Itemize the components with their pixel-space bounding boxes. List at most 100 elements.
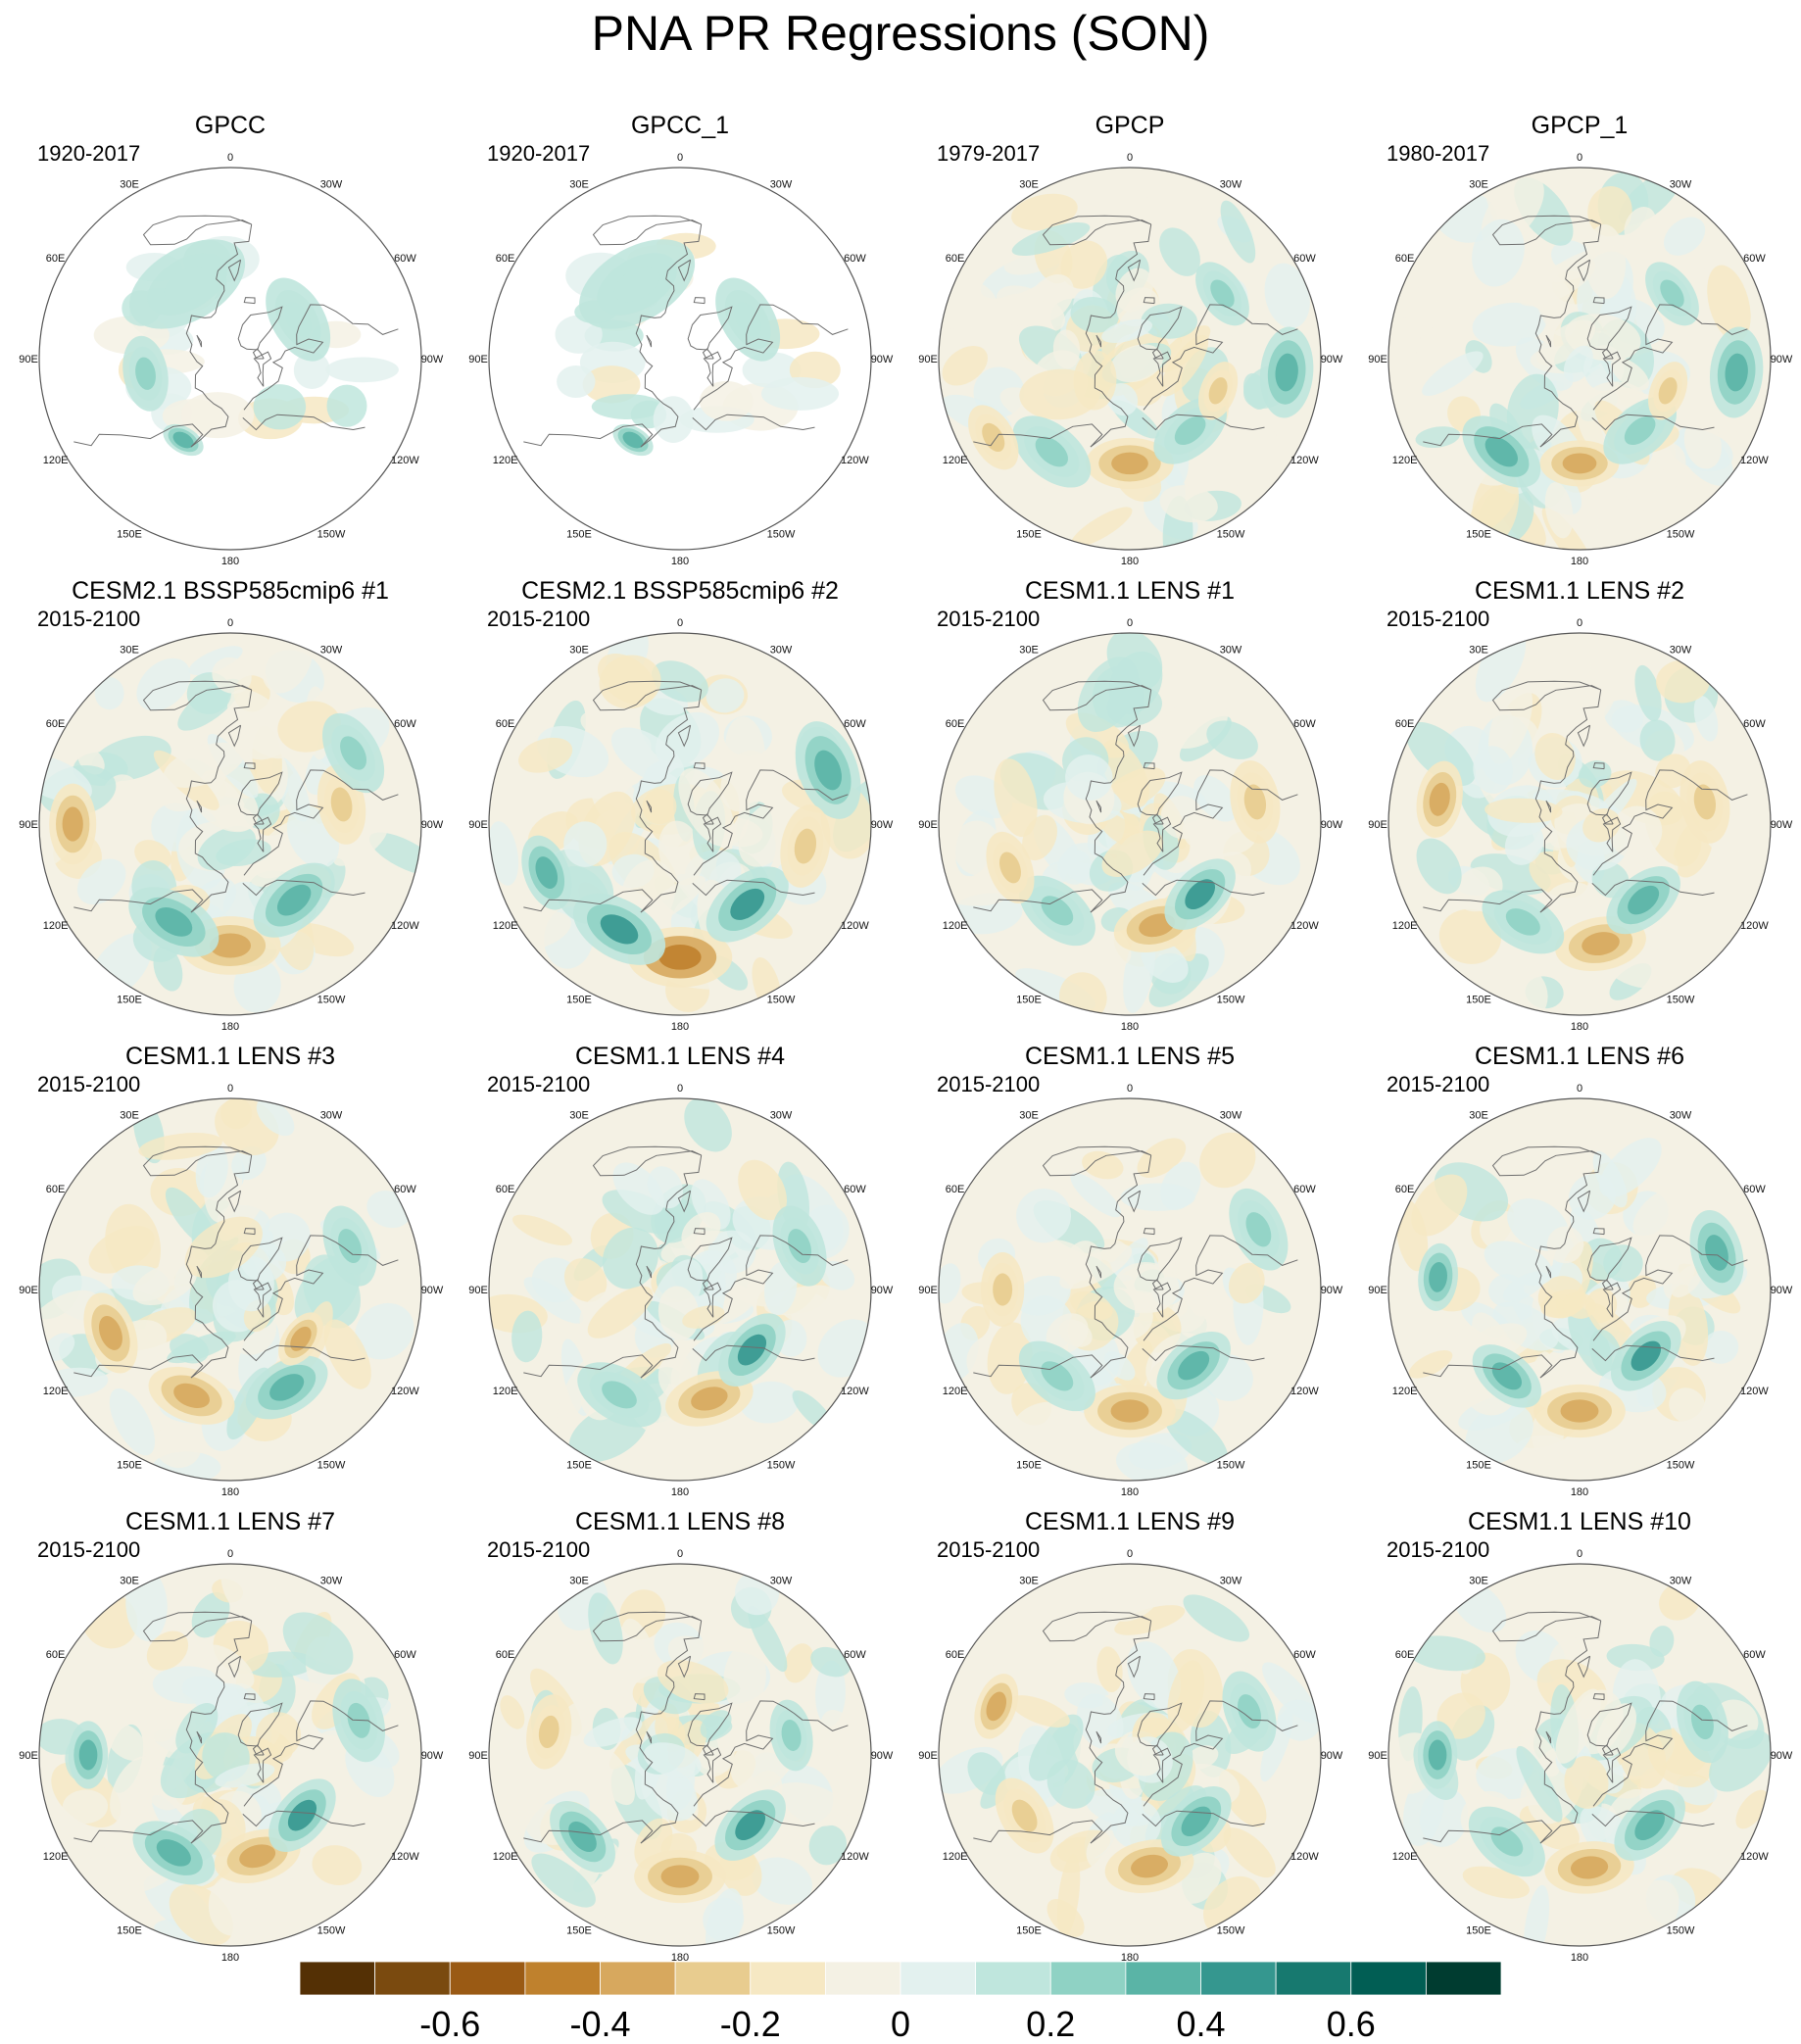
field-patch <box>1120 1183 1195 1211</box>
field-patch <box>1102 1564 1165 1622</box>
coastline <box>1592 1228 1605 1236</box>
field-patch <box>651 660 708 703</box>
longitude-label: 150W <box>1217 1924 1245 1936</box>
coastline <box>1602 1282 1622 1318</box>
anomaly-contour <box>781 1719 802 1751</box>
coastline <box>1042 1145 1151 1177</box>
field-patch <box>1141 303 1197 339</box>
coastline <box>677 1190 692 1213</box>
anomaly-contour <box>568 1821 597 1853</box>
longitude-label: 150E <box>1466 1924 1491 1936</box>
anomaly-contour <box>734 302 762 337</box>
field-patch <box>1046 1313 1089 1354</box>
field-patch <box>995 293 1047 326</box>
longitude-label: 30E <box>1469 645 1488 657</box>
longitude-label: 90E <box>468 819 488 831</box>
map-panel: 180 150E 120E 90E 60E 30E 0 30W 60W 90W 120W 150W CE… <box>468 1043 894 1498</box>
field-patch <box>1597 508 1636 547</box>
coastline <box>1095 334 1102 348</box>
coastline <box>1592 297 1605 305</box>
panel-years: 2015-2100 <box>937 1072 1040 1096</box>
panel-title: CESM1.1 LENS #1 <box>1025 577 1235 605</box>
anomaly-contour <box>1570 1856 1609 1879</box>
field-patch <box>1562 1291 1596 1319</box>
field-patch <box>312 1845 363 1885</box>
longitude-label: 180 <box>1121 1021 1139 1033</box>
anomaly-contour <box>1131 1854 1168 1878</box>
field-patch <box>1016 1189 1072 1243</box>
anomaly-contour <box>658 944 702 970</box>
coastline <box>1423 1154 1602 1379</box>
field-patch <box>282 1612 354 1676</box>
anomaly-contour <box>602 1381 637 1409</box>
longitude-label: 180 <box>671 1952 689 1964</box>
longitude-label: 150E <box>1466 528 1491 540</box>
coastline <box>227 724 242 748</box>
field-patch <box>511 1214 573 1246</box>
field-patch <box>1057 849 1093 885</box>
anomaly-contour <box>993 1273 1013 1306</box>
coastline <box>252 813 265 825</box>
anomaly-contour <box>814 750 842 791</box>
coastline <box>196 1730 203 1744</box>
coastline <box>1042 1611 1151 1642</box>
longitude-label: 30E <box>120 179 139 191</box>
coastline <box>687 1237 733 1282</box>
longitude-label: 0 <box>677 1083 683 1095</box>
anomaly-contour <box>1505 908 1540 936</box>
longitude-label: 90W <box>871 1750 894 1762</box>
field-patch <box>563 821 608 867</box>
field-patch <box>355 1302 414 1360</box>
field-patch <box>1563 345 1593 382</box>
anomaly-contour <box>1634 1810 1666 1841</box>
longitude-label: 90W <box>1771 819 1793 831</box>
longitude-label: 150E <box>566 1924 592 1936</box>
longitude-label: 0 <box>227 1083 233 1095</box>
coastline <box>227 259 242 282</box>
field-patch <box>39 1290 100 1343</box>
field-patch <box>590 1745 635 1806</box>
field-patch <box>1624 206 1657 245</box>
field-patch <box>557 365 596 398</box>
longitude-label: 30W <box>770 1110 793 1122</box>
field-patch <box>1161 1231 1190 1262</box>
anomaly-contour <box>1693 784 1717 820</box>
field-patch <box>1188 1233 1236 1256</box>
map-panel: 180 150E 120E 90E 60E 30E 0 30W 60W 90W 120W 150W CE… <box>1368 1043 1793 1498</box>
colorbar-tick-label: 0.2 <box>1026 2004 1075 2044</box>
longitude-label: 30E <box>120 1576 139 1587</box>
panel-years: 2015-2100 <box>37 1537 140 1562</box>
field-patch <box>1100 739 1149 808</box>
longitude-label: 60E <box>946 253 965 265</box>
field-patch <box>987 1322 1033 1394</box>
map-outline <box>938 167 1322 551</box>
map-panel: 180 150E 120E 90E 60E 30E 0 30W 60W 90W 120W 150W GP… <box>468 112 894 567</box>
colorbar-tick-label: 0.6 <box>1327 2004 1376 2044</box>
field-patch <box>694 1745 732 1774</box>
field-patch <box>682 1305 725 1329</box>
coastline <box>693 1228 706 1236</box>
panel-years: 2015-2100 <box>487 607 590 631</box>
map-outline <box>938 1097 1322 1482</box>
field-patch <box>1707 265 1751 342</box>
colorbar-tick-label: -0.2 <box>720 2004 781 2044</box>
anomaly-contour <box>340 736 367 770</box>
coastline <box>1137 1237 1183 1282</box>
coastline <box>1151 1744 1164 1756</box>
map-outline <box>1387 1563 1772 1947</box>
longitude-label: 30E <box>120 645 139 657</box>
longitude-label: 0 <box>1127 1548 1133 1560</box>
coastline <box>1601 1744 1614 1756</box>
anomaly-contour <box>730 888 765 920</box>
longitude-label: 0 <box>1127 1083 1133 1095</box>
longitude-label: 60E <box>1395 1184 1415 1195</box>
coastline <box>237 771 283 816</box>
colorbar-swatch <box>750 1961 826 1996</box>
coastline <box>1601 813 1614 825</box>
coastline <box>196 1265 203 1279</box>
coastline <box>1423 1620 1602 1844</box>
anomaly-contour <box>276 884 312 916</box>
panel-years: 2015-2100 <box>937 1537 1040 1562</box>
anomaly-contour <box>155 907 193 937</box>
field-patch <box>1634 664 1662 722</box>
